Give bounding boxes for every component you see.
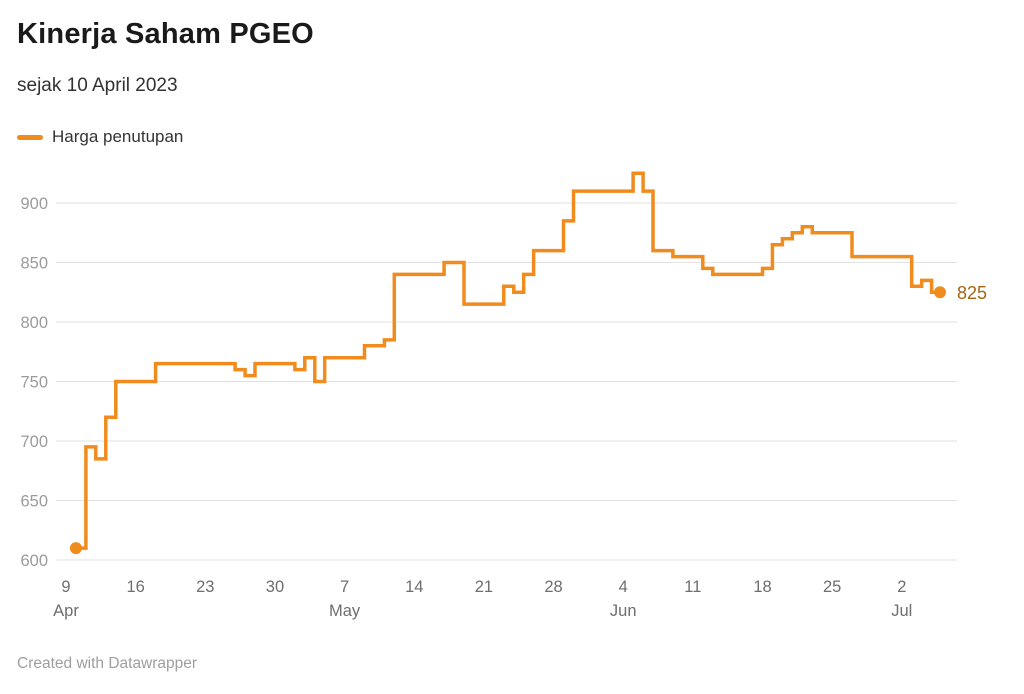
y-tick-label: 650 bbox=[20, 493, 48, 511]
legend-label: Harga penutupan bbox=[52, 127, 184, 146]
x-month-label: May bbox=[329, 602, 361, 620]
legend: Harga penutupan bbox=[17, 127, 183, 147]
chart-subtitle: sejak 10 April 2023 bbox=[17, 75, 178, 96]
x-tick-label: 28 bbox=[544, 578, 562, 596]
x-tick-label: 9 bbox=[61, 578, 70, 596]
x-tick-label: 21 bbox=[475, 578, 493, 596]
y-tick-label: 800 bbox=[20, 314, 48, 332]
x-tick-label: 23 bbox=[196, 578, 214, 596]
x-month-label: Jul bbox=[891, 602, 912, 620]
chart-title: Kinerja Saham PGEO bbox=[17, 18, 314, 50]
y-tick-label: 700 bbox=[20, 433, 48, 451]
x-tick-label: 2 bbox=[897, 578, 906, 596]
series-end-dot bbox=[934, 286, 946, 299]
datawrapper-credit-link[interactable]: Created with Datawrapper bbox=[17, 655, 198, 672]
x-tick-label: 7 bbox=[340, 578, 349, 596]
x-month-label: Jun bbox=[610, 602, 637, 620]
y-tick-label: 750 bbox=[20, 374, 48, 392]
x-tick-label: 14 bbox=[405, 578, 423, 596]
y-tick-label: 900 bbox=[20, 195, 48, 213]
x-tick-label: 4 bbox=[619, 578, 628, 596]
x-tick-label: 11 bbox=[684, 578, 701, 596]
x-tick-label: 25 bbox=[823, 578, 841, 596]
y-tick-label: 600 bbox=[20, 552, 48, 570]
series-start-dot bbox=[69, 542, 82, 555]
x-tick-label: 18 bbox=[753, 578, 771, 596]
price-step-line bbox=[76, 171, 940, 550]
legend-line-swatch bbox=[17, 134, 43, 140]
x-tick-label: 30 bbox=[266, 578, 284, 596]
end-value-label: 825 bbox=[957, 283, 987, 303]
x-month-label: Apr bbox=[53, 602, 79, 620]
y-tick-label: 850 bbox=[20, 255, 48, 273]
x-tick-label: 16 bbox=[126, 578, 144, 596]
